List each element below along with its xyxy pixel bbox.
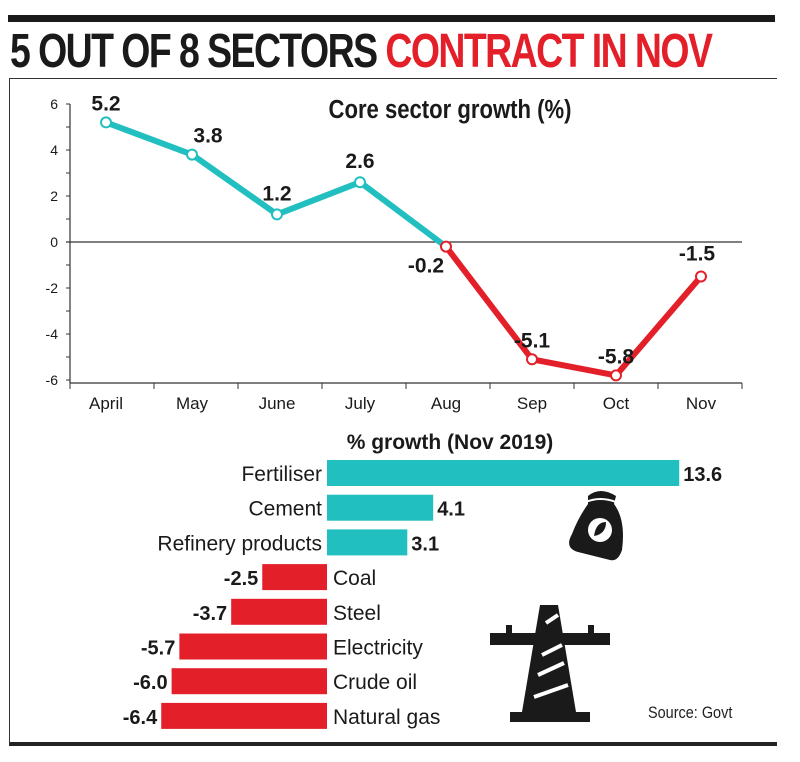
bar-value-label: -6.4: [123, 707, 158, 729]
x-tick-label: April: [89, 394, 123, 413]
y-tick-label: 0: [50, 234, 58, 250]
data-point: [440, 240, 452, 253]
line-segment: [529, 356, 619, 379]
line-segment: [613, 273, 704, 379]
bar: [327, 460, 680, 486]
bar: [327, 529, 408, 556]
category-label: Natural gas: [333, 706, 440, 729]
bar-chart-title: % growth (Nov 2019): [347, 431, 554, 454]
top-rule: [8, 15, 775, 22]
data-label: -5.8: [598, 345, 635, 368]
data-label: 2.6: [345, 150, 374, 173]
bar-value-label: 13.6: [683, 464, 722, 486]
x-tick-label: May: [176, 394, 209, 413]
line-segment: [274, 179, 363, 218]
line-segment: [357, 179, 449, 250]
data-point: [100, 116, 112, 129]
data-point: [354, 176, 366, 189]
y-tick-label: 2: [50, 188, 58, 204]
bar: [161, 702, 327, 729]
category-label: Electricity: [333, 637, 423, 660]
data-point: [695, 270, 707, 283]
y-tick-label: 6: [50, 96, 58, 112]
y-tick-label: -6: [46, 372, 59, 388]
data-point: [271, 208, 283, 221]
bar: [171, 668, 327, 695]
y-tick-label: -4: [46, 326, 59, 342]
category-label: Steel: [333, 602, 381, 625]
bar: [327, 494, 434, 521]
data-label: -5.1: [514, 329, 551, 352]
data-label: -1.5: [679, 243, 716, 266]
data-label: 3.8: [193, 125, 223, 148]
power-tower-icon: [490, 605, 610, 722]
category-label: Cement: [248, 498, 322, 521]
category-label: Coal: [333, 567, 376, 590]
bar: [179, 633, 327, 660]
fertiliser-bag-icon: [569, 491, 623, 561]
bar-value-label: 3.1: [411, 533, 439, 555]
category-label: Crude oil: [333, 671, 417, 694]
bar-value-label: 4.1: [437, 499, 465, 521]
headline-red: CONTRACT IN NOV: [385, 25, 713, 78]
x-tick-label: July: [345, 394, 376, 413]
line-segment: [103, 119, 195, 158]
x-tick-label: Aug: [431, 394, 461, 413]
data-label: 1.2: [262, 182, 291, 205]
bar-value-label: -3.7: [193, 603, 227, 625]
bar: [231, 598, 327, 625]
headline-black: 5 OUT OF 8 SECTORS: [10, 25, 378, 78]
line-segment: [443, 243, 535, 363]
source-note: Source: Govt: [648, 703, 733, 722]
data-point: [526, 353, 538, 366]
bar-value-label: -2.5: [224, 568, 258, 590]
y-tick-label: 4: [50, 142, 58, 158]
data-label: 5.2: [91, 92, 120, 115]
x-tick-label: June: [259, 394, 296, 413]
x-tick-label: Nov: [686, 394, 717, 413]
data-point: [186, 148, 198, 161]
x-tick-label: Oct: [603, 394, 630, 413]
category-label: Fertiliser: [241, 463, 322, 486]
bar-value-label: -6.0: [133, 672, 167, 694]
headline: 5 OUT OF 8 SECTORS CONTRACT IN NOV: [10, 22, 713, 82]
data-point: [610, 369, 622, 382]
bar: [262, 564, 327, 591]
x-tick-label: Sep: [517, 394, 547, 413]
line-segment: [189, 151, 280, 218]
bar-value-label: -5.7: [141, 638, 175, 660]
data-label: -0.2: [408, 255, 444, 278]
y-tick-label: -2: [46, 280, 59, 296]
line-chart-title: Core sector growth (%): [329, 95, 572, 124]
chart-frame: [9, 78, 777, 746]
category-label: Refinery products: [157, 532, 322, 555]
